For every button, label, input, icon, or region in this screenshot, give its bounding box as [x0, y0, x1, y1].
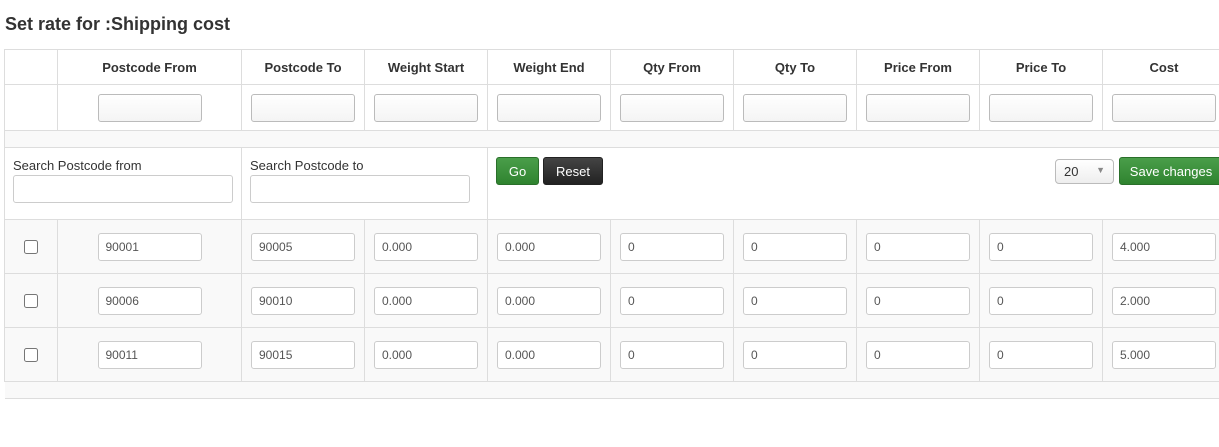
- price-from-input[interactable]: 0: [866, 232, 970, 261]
- save-changes-button[interactable]: Save changes: [1119, 157, 1219, 185]
- new-cost-input[interactable]: [1112, 93, 1216, 122]
- footer-row: [4, 381, 1219, 399]
- new-postcode-from-input[interactable]: [97, 93, 202, 122]
- search-postcode-from-label: Search Postcode from: [13, 158, 142, 173]
- header-postcode-to: Postcode To: [241, 49, 365, 85]
- page-size-value: 20: [1064, 164, 1079, 179]
- header-row: Postcode From Postcode To Weight Start W…: [4, 49, 1219, 85]
- row-checkbox[interactable]: [24, 240, 38, 255]
- new-postcode-to-input[interactable]: [251, 93, 355, 122]
- new-weight-start-input[interactable]: [374, 93, 478, 122]
- chevron-down-icon: ▼: [1096, 165, 1105, 175]
- qty-to-input[interactable]: 0: [743, 286, 847, 315]
- price-to-input[interactable]: 0: [989, 340, 1093, 369]
- weight-end-input[interactable]: 0.000: [497, 232, 601, 261]
- qty-from-input[interactable]: 0: [620, 232, 724, 261]
- cost-input[interactable]: 2.000: [1112, 286, 1216, 315]
- qty-from-input[interactable]: 0: [620, 286, 724, 315]
- header-weight-start: Weight Start: [364, 49, 488, 85]
- qty-to-input[interactable]: 0: [743, 232, 847, 261]
- header-select: [4, 49, 58, 85]
- weight-end-input[interactable]: 0.000: [497, 286, 601, 315]
- new-price-from-input[interactable]: [866, 93, 970, 122]
- header-qty-to: Qty To: [733, 49, 857, 85]
- header-cost: Cost: [1102, 49, 1219, 85]
- header-qty-from: Qty From: [610, 49, 734, 85]
- weight-start-input[interactable]: 0.000: [374, 340, 478, 369]
- header-postcode-from: Postcode From: [57, 49, 242, 85]
- go-button[interactable]: Go: [496, 157, 539, 185]
- row-checkbox[interactable]: [24, 294, 38, 309]
- postcode-from-input[interactable]: 90011: [97, 340, 202, 369]
- search-row: Search Postcode from Search Postcode to: [4, 147, 1219, 220]
- postcode-to-input[interactable]: 90010: [251, 286, 355, 315]
- weight-end-input[interactable]: 0.000: [497, 340, 601, 369]
- new-price-to-input[interactable]: [989, 93, 1093, 122]
- header-price-to: Price To: [979, 49, 1103, 85]
- cost-input[interactable]: 4.000: [1112, 232, 1216, 261]
- cost-input[interactable]: 5.000: [1112, 340, 1216, 369]
- reset-button[interactable]: Reset: [543, 157, 603, 185]
- table-row: 90001 90005 0.000 0.000 0 0 0 0 4.000: [4, 219, 1219, 274]
- table-row: 90006 90010 0.000 0.000 0 0 0 0 2.000: [4, 273, 1219, 328]
- header-price-from: Price From: [856, 49, 980, 85]
- postcode-from-input[interactable]: 90006: [97, 286, 202, 315]
- header-weight-end: Weight End: [487, 49, 611, 85]
- price-from-input[interactable]: 0: [866, 286, 970, 315]
- qty-from-input[interactable]: 0: [620, 340, 724, 369]
- price-to-input[interactable]: 0: [989, 286, 1093, 315]
- page-size-select[interactable]: 20 ▼: [1055, 159, 1114, 184]
- page-title: Set rate for :Shipping cost: [5, 14, 231, 34]
- postcode-to-input[interactable]: 90005: [251, 232, 355, 261]
- qty-to-input[interactable]: 0: [743, 340, 847, 369]
- new-rate-row: [4, 84, 1219, 131]
- weight-start-input[interactable]: 0.000: [374, 232, 478, 261]
- price-to-input[interactable]: 0: [989, 232, 1093, 261]
- price-from-input[interactable]: 0: [866, 340, 970, 369]
- search-postcode-from-input[interactable]: [13, 175, 233, 203]
- postcode-to-input[interactable]: 90015: [251, 340, 355, 369]
- rates-table: Postcode From Postcode To Weight Start W…: [4, 49, 1219, 399]
- row-checkbox[interactable]: [24, 348, 38, 363]
- search-postcode-to-label: Search Postcode to: [250, 158, 364, 173]
- new-qty-to-input[interactable]: [743, 93, 847, 122]
- table-row: 90011 90015 0.000 0.000 0 0 0 0 5.000: [4, 327, 1219, 382]
- weight-start-input[interactable]: 0.000: [374, 286, 478, 315]
- postcode-from-input[interactable]: 90001: [97, 232, 202, 261]
- spacer-row: [4, 130, 1219, 148]
- search-postcode-to-input[interactable]: [250, 175, 470, 203]
- new-weight-end-input[interactable]: [497, 93, 601, 122]
- new-qty-from-input[interactable]: [620, 93, 724, 122]
